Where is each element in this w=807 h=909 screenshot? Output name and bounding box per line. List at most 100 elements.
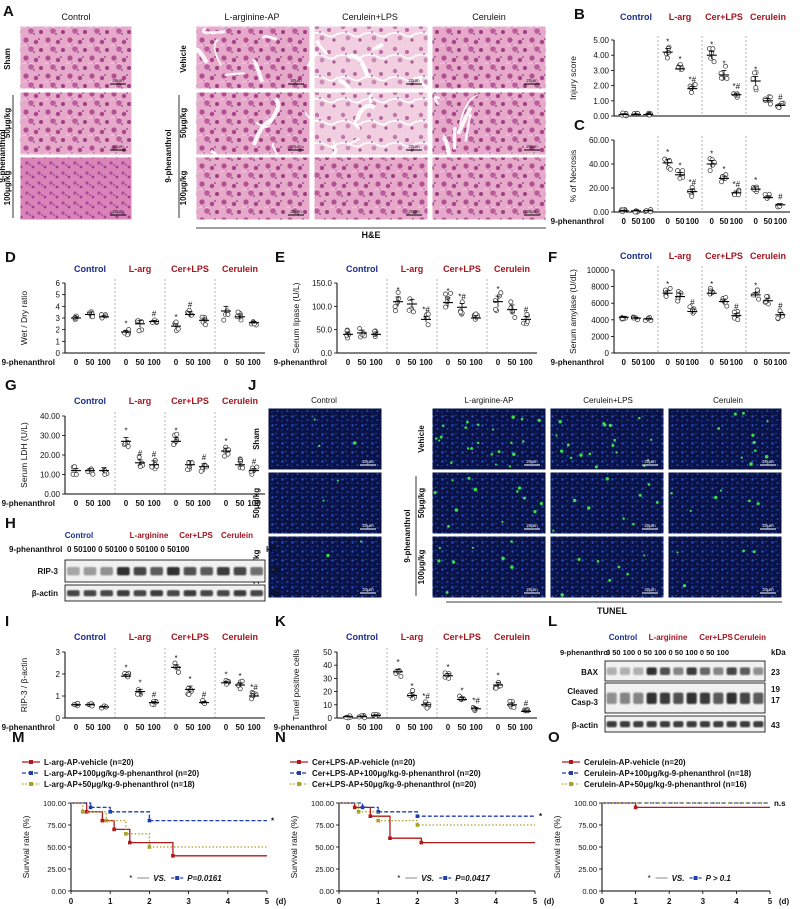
data-point	[458, 309, 464, 315]
survival-marker	[112, 827, 116, 832]
micrograph-row2-col1: 20μm	[313, 156, 429, 221]
blot-row-label-actin: β-actin	[572, 721, 598, 730]
data-point	[90, 314, 96, 320]
blot-band	[250, 567, 263, 576]
tunel-row1-col2: 20μm	[667, 471, 783, 535]
kda-bax: 23	[771, 668, 780, 677]
dose-tick-label: 0	[396, 358, 401, 367]
data-point	[357, 326, 363, 332]
row-label-50: 50μg/kg	[3, 108, 12, 138]
dose-labels: 0 50100 0 50100 0 50100 0 50100	[67, 545, 190, 554]
dose-tick-label: 0	[753, 358, 758, 367]
blot-band	[753, 721, 764, 728]
y-tick-label: 100.00	[311, 799, 334, 808]
scale-bar-label: 20μm	[112, 78, 124, 83]
tunel-positive-cell	[510, 565, 514, 569]
dose-tick-label: 100	[197, 723, 211, 732]
blot-band	[619, 667, 631, 675]
significance-mark: *	[124, 426, 127, 435]
group-label-cerulein: Cerulein	[222, 632, 258, 642]
x-tick-label: 3	[454, 897, 459, 906]
tunel-positive-cell	[520, 417, 524, 421]
blot-band	[83, 567, 97, 576]
tunel-positive-cell	[454, 508, 459, 512]
blot-band	[753, 692, 764, 704]
y-tick-label: 150.0	[312, 279, 333, 288]
tunel-positive-cell	[558, 420, 562, 424]
chart-o: 0.00 25.00 50.00 75.00 100.00 0 1 2 3 4 5 (d) Surviv…	[552, 758, 789, 906]
y-tick-label: 0	[328, 714, 333, 723]
tunel-positive-cell	[647, 483, 651, 486]
blot-band	[217, 567, 230, 576]
blot-band	[646, 692, 657, 704]
significance-mark: *#	[733, 82, 741, 91]
note-p-value: P=0.0417	[455, 874, 490, 883]
data-point	[689, 90, 694, 95]
y-axis-label: Survival rate (%)	[289, 815, 299, 878]
tunel-positive-cell	[655, 500, 659, 504]
survival-marker	[88, 805, 93, 810]
column-label-control: Control	[61, 12, 90, 22]
survival-marker	[147, 818, 152, 823]
dose-tick-label: 0	[709, 217, 714, 226]
blot-header-2: Cer+LPS	[179, 531, 213, 540]
survival-curve-olive	[71, 802, 267, 848]
blot-band	[659, 667, 671, 675]
x-axis-unit: (d)	[276, 897, 287, 906]
tunel-positive-cell	[682, 584, 687, 588]
phenanthrol-axis-label: 9-phenanthrol	[2, 723, 55, 732]
x-tick-label: 5	[265, 897, 270, 906]
tunel-positive-cell	[470, 447, 474, 450]
panel-letter-j: J	[248, 377, 256, 394]
significance-mark: *#	[422, 306, 430, 315]
tunel-positive-cell	[611, 443, 615, 448]
dose-tick-label: 50	[632, 217, 641, 226]
data-point	[667, 166, 673, 172]
chart-e: 0.0 50.0 100.0 150.0 Serum lipase (U/L) Contr…	[274, 264, 537, 367]
data-point	[240, 465, 246, 471]
survival-marker	[352, 805, 357, 810]
blot-frame	[604, 682, 766, 714]
tunel-positive-cell	[450, 461, 453, 464]
data-point	[723, 63, 728, 69]
blot-band	[633, 721, 644, 728]
scale-bar-label: 20μm	[408, 78, 420, 83]
tunel-positive-cell	[533, 509, 537, 514]
y-tick-label: 2	[56, 670, 61, 679]
survival-marker	[171, 854, 175, 858]
y-axis-label: Survival rate (%)	[21, 815, 31, 878]
data-point	[202, 701, 208, 706]
survival-marker	[415, 823, 420, 827]
panel-j: Control L-arginine-AP Cerulein+LPS Cerulein…	[252, 396, 783, 616]
data-point	[73, 472, 79, 477]
data-point	[710, 46, 716, 52]
data-point	[775, 315, 781, 321]
data-point	[664, 55, 670, 61]
y-tick-label: 6000	[591, 299, 609, 308]
data-point	[753, 85, 759, 91]
significance-mark: *#	[689, 75, 697, 84]
kda-casp3-19: 19	[771, 685, 780, 694]
y-tick-label: 1	[56, 692, 61, 701]
tissue-gap	[458, 94, 478, 125]
column-label-control: Control	[311, 396, 337, 405]
note-p-value: P=0.0161	[187, 874, 222, 883]
panel-letter-f: F	[548, 249, 557, 266]
data-point	[174, 431, 180, 437]
tunel-row1-col0: 20μm	[431, 471, 547, 535]
dose-tick-label: 50	[508, 723, 517, 732]
tunel-background	[549, 407, 665, 471]
significance-mark: *	[754, 281, 757, 290]
scale-bar-label: 20μm	[290, 209, 302, 214]
row-label-50: 50μg/kg	[252, 488, 261, 518]
y-tick-label: 40.00	[589, 160, 610, 169]
data-point	[406, 307, 412, 313]
significance-mark: #	[690, 298, 695, 307]
survival-marker	[419, 840, 424, 845]
tunel-background	[267, 471, 383, 535]
blot-band	[646, 667, 657, 675]
x-tick-label: 2	[415, 897, 420, 906]
x-tick-label: 5	[768, 897, 773, 906]
